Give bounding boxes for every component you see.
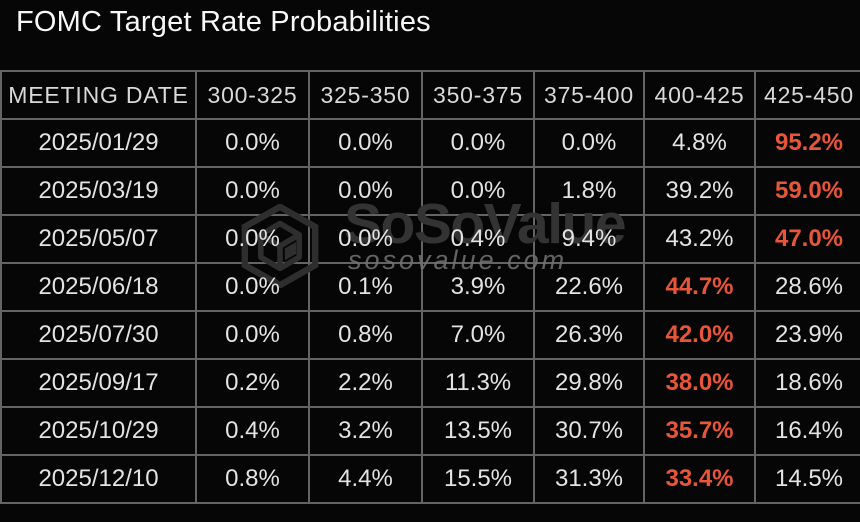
col-header-rate-range: 400-425	[643, 70, 756, 120]
probability-cell: 31.3%	[533, 454, 645, 504]
table-row: 2025/09/17 0.2% 2.2% 11.3% 29.8% 38.0% 18.6%	[0, 358, 860, 408]
meeting-date-cell: 2025/01/29	[0, 118, 197, 168]
probability-cell-highlighted: 47.0%	[754, 214, 860, 264]
probability-cell: 0.0%	[195, 310, 310, 360]
probability-cell: 0.0%	[308, 118, 423, 168]
probability-cell: 0.0%	[195, 214, 310, 264]
probability-cell: 7.0%	[421, 310, 535, 360]
table-body: 2025/01/29 0.0% 0.0% 0.0% 0.0% 4.8% 95.2% 2025/…	[0, 118, 860, 504]
col-header-rate-range: 325-350	[308, 70, 423, 120]
meeting-date-cell: 2025/09/17	[0, 358, 197, 408]
probabilities-table: MEETING DATE 300-325 325-350 350-375 375-400…	[0, 70, 860, 504]
page-title: FOMC Target Rate Probabilities	[16, 6, 431, 38]
probability-cell: 16.4%	[754, 406, 860, 456]
probability-cell: 28.6%	[754, 262, 860, 312]
probability-cell: 3.2%	[308, 406, 423, 456]
col-header-rate-range: 425-450	[754, 70, 860, 120]
probability-cell-highlighted: 44.7%	[643, 262, 756, 312]
table-row: 2025/12/10 0.8% 4.4% 15.5% 31.3% 33.4% 14.5%	[0, 454, 860, 504]
probability-cell: 2.2%	[308, 358, 423, 408]
col-header-rate-range: 300-325	[195, 70, 310, 120]
probability-cell: 0.0%	[195, 166, 310, 216]
meeting-date-cell: 2025/10/29	[0, 406, 197, 456]
probability-cell: 9.4%	[533, 214, 645, 264]
probability-cell: 0.0%	[195, 118, 310, 168]
probability-cell: 0.2%	[195, 358, 310, 408]
col-header-rate-range: 375-400	[533, 70, 645, 120]
probability-cell: 0.0%	[421, 166, 535, 216]
probability-cell: 23.9%	[754, 310, 860, 360]
probability-cell: 22.6%	[533, 262, 645, 312]
table-row: 2025/10/29 0.4% 3.2% 13.5% 30.7% 35.7% 16.4%	[0, 406, 860, 456]
probability-cell: 0.0%	[308, 214, 423, 264]
probability-cell: 1.8%	[533, 166, 645, 216]
probability-cell: 4.8%	[643, 118, 756, 168]
probability-cell: 0.1%	[308, 262, 423, 312]
probability-cell-highlighted: 35.7%	[643, 406, 756, 456]
probability-cell: 14.5%	[754, 454, 860, 504]
col-header-rate-range: 350-375	[421, 70, 535, 120]
probability-cell-highlighted: 95.2%	[754, 118, 860, 168]
probability-cell: 4.4%	[308, 454, 423, 504]
table-row: 2025/07/30 0.0% 0.8% 7.0% 26.3% 42.0% 23.9%	[0, 310, 860, 360]
probability-cell: 30.7%	[533, 406, 645, 456]
probability-cell: 29.8%	[533, 358, 645, 408]
probability-cell: 0.4%	[421, 214, 535, 264]
probability-cell: 0.0%	[195, 262, 310, 312]
probability-cell: 26.3%	[533, 310, 645, 360]
probability-cell: 11.3%	[421, 358, 535, 408]
col-header-meeting-date: MEETING DATE	[0, 70, 197, 120]
probability-cell-highlighted: 42.0%	[643, 310, 756, 360]
table-row: 2025/06/18 0.0% 0.1% 3.9% 22.6% 44.7% 28.6%	[0, 262, 860, 312]
probability-cell: 0.0%	[533, 118, 645, 168]
probability-cell: 43.2%	[643, 214, 756, 264]
probability-cell: 0.8%	[195, 454, 310, 504]
table-row: 2025/05/07 0.0% 0.0% 0.4% 9.4% 43.2% 47.0%	[0, 214, 860, 264]
probability-cell: 15.5%	[421, 454, 535, 504]
probability-cell-highlighted: 38.0%	[643, 358, 756, 408]
probability-cell: 0.0%	[308, 166, 423, 216]
probability-cell: 0.8%	[308, 310, 423, 360]
probability-cell-highlighted: 33.4%	[643, 454, 756, 504]
meeting-date-cell: 2025/07/30	[0, 310, 197, 360]
table-row: 2025/03/19 0.0% 0.0% 0.0% 1.8% 39.2% 59.0%	[0, 166, 860, 216]
probability-cell: 0.4%	[195, 406, 310, 456]
probability-cell: 0.0%	[421, 118, 535, 168]
probability-cell: 18.6%	[754, 358, 860, 408]
probability-cell: 39.2%	[643, 166, 756, 216]
meeting-date-cell: 2025/03/19	[0, 166, 197, 216]
meeting-date-cell: 2025/12/10	[0, 454, 197, 504]
table-row: 2025/01/29 0.0% 0.0% 0.0% 0.0% 4.8% 95.2%	[0, 118, 860, 168]
probability-cell-highlighted: 59.0%	[754, 166, 860, 216]
table-header-row: MEETING DATE 300-325 325-350 350-375 375-400…	[0, 70, 860, 120]
meeting-date-cell: 2025/06/18	[0, 262, 197, 312]
probability-cell: 3.9%	[421, 262, 535, 312]
meeting-date-cell: 2025/05/07	[0, 214, 197, 264]
probability-cell: 13.5%	[421, 406, 535, 456]
